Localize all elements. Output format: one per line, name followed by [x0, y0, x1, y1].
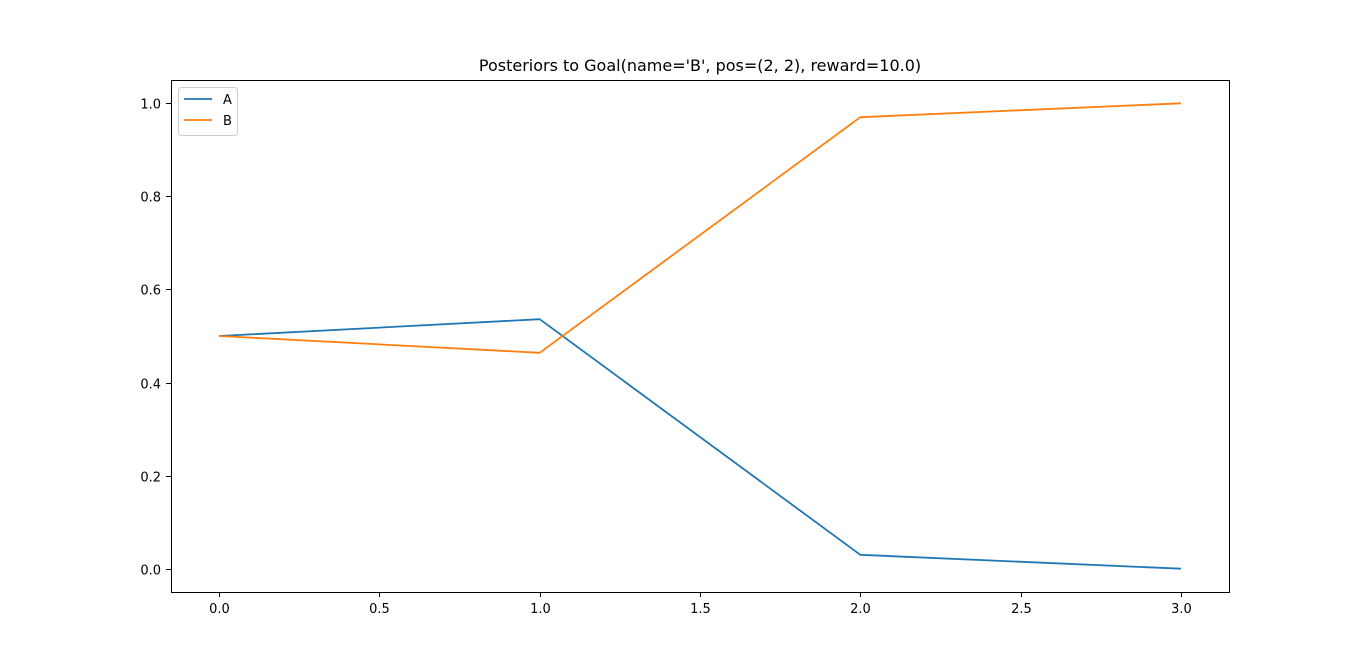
- legend-label-a: A: [223, 93, 232, 108]
- legend: AB: [178, 87, 238, 136]
- x-tick-label: 1.5: [690, 602, 711, 617]
- x-tick-label: 3.0: [1171, 602, 1192, 617]
- chart-title: Posteriors to Goal(name='B', pos=(2, 2),…: [479, 56, 921, 75]
- x-tick-label: 2.5: [1011, 602, 1032, 617]
- x-axis: 0.0 0.5 1.0 1.5 2.0 2.5 3.0: [209, 592, 1192, 617]
- x-tick-label: 1.0: [530, 602, 551, 617]
- x-tick-label: 0.5: [369, 602, 390, 617]
- y-tick-label: 0.6: [140, 284, 161, 299]
- series-layer: [219, 102, 1181, 570]
- x-tick-label: 2.0: [850, 602, 871, 617]
- y-axis: 0.0 0.2 0.4 0.6 0.8 1.0: [140, 98, 171, 579]
- series-line-a: [219, 318, 1181, 570]
- y-tick-label: 0.4: [140, 378, 161, 393]
- y-tick-label: 0.8: [140, 191, 161, 206]
- y-tick-label: 1.0: [140, 98, 161, 113]
- x-tick-label: 0.0: [209, 602, 230, 617]
- series-line-b: [219, 102, 1181, 354]
- legend-label-b: B: [223, 114, 232, 129]
- y-tick-label: 0.0: [140, 564, 161, 579]
- y-tick-label: 0.2: [140, 471, 161, 486]
